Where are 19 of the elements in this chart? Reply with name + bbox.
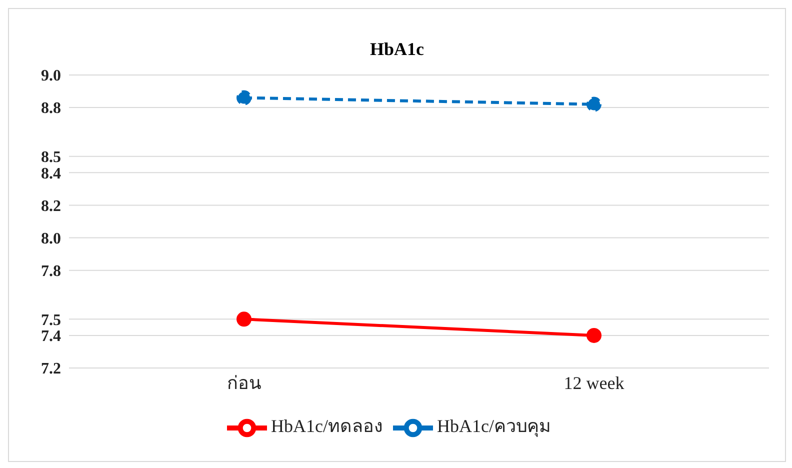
y-tick-label: 8.2 <box>41 198 61 215</box>
point <box>586 96 602 112</box>
point <box>236 90 252 106</box>
y-tick-label: 8.5 <box>41 149 61 166</box>
y-tick-label: 8.8 <box>41 100 61 118</box>
y-tick-label: 8.4 <box>41 165 61 182</box>
x-tick-label: ก่อน <box>227 372 261 393</box>
y-tick-label: 9.0 <box>41 68 61 85</box>
point <box>586 328 602 343</box>
legend-label: HbA1c/ทดลอง <box>271 416 383 436</box>
y-tick-label: 7.2 <box>41 360 61 378</box>
legend-label: HbA1c/ควบคุม <box>437 416 551 436</box>
x-tick-label: 12 week <box>564 372 624 393</box>
chart-title: HbA1c <box>369 39 425 61</box>
y-tick-label: 7.8 <box>41 263 61 280</box>
y-tick-label: 8.0 <box>41 230 61 248</box>
point <box>236 312 252 327</box>
y-tick-label: 7.4 <box>41 328 61 346</box>
y-tick-label: 7.5 <box>41 312 61 329</box>
